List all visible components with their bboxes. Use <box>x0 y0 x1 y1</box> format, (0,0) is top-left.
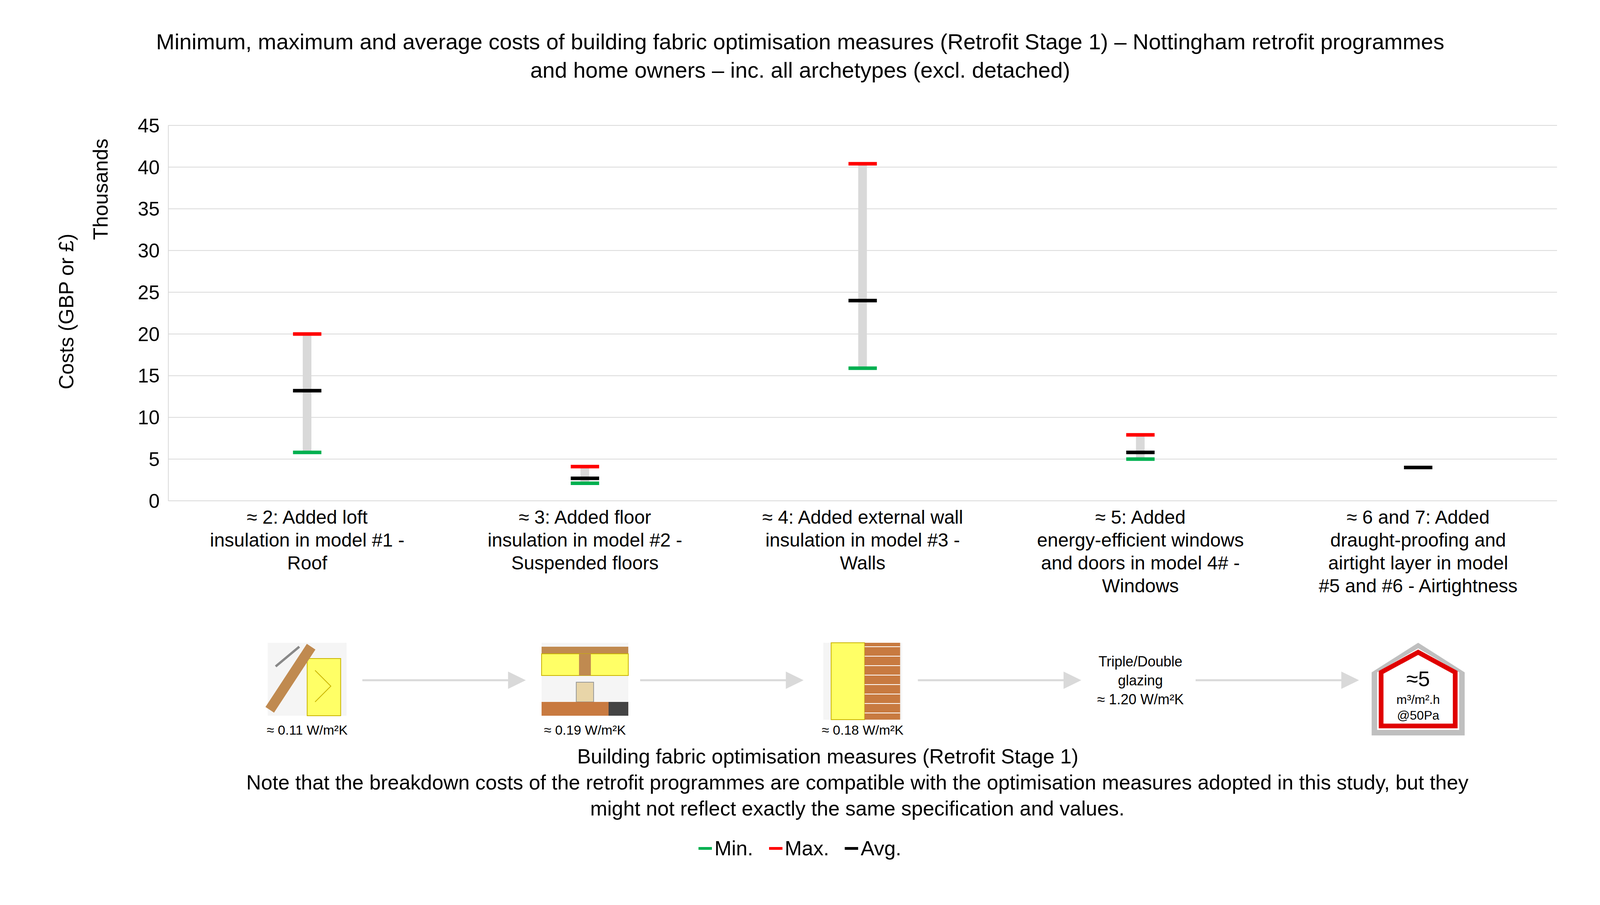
svg-text:10: 10 <box>137 406 160 429</box>
html-text:Note that the breakdown costs: Note that the breakdown costs of the ret… <box>246 770 1469 820</box>
svg-text:≈ 0.18 W/m²K: ≈ 0.18 W/m²K <box>821 722 904 738</box>
svg-text:≈ 2: Added loftinsulation in m: ≈ 2: Added loftinsulation in model #1 -R… <box>209 506 405 574</box>
svg-text:≈ 4: Added external wallinsula: ≈ 4: Added external wallinsulation in mo… <box>762 506 963 574</box>
svg-text:@50Pa: @50Pa <box>1396 707 1440 723</box>
svg-text:≈5: ≈5 <box>1406 666 1431 691</box>
html-text:Max.: Max. <box>784 836 830 860</box>
svg-text:5: 5 <box>148 448 160 471</box>
svg-text:≈ 3: Added floorinsulation in: ≈ 3: Added floorinsulation in model #2 -… <box>487 506 683 574</box>
svg-text:20: 20 <box>137 323 160 346</box>
html-text:Avg.: Avg. <box>860 836 902 860</box>
svg-text:40: 40 <box>137 156 160 179</box>
svg-text:≈ 5: Addedenergy-efficient win: ≈ 5: Addedenergy-efficient windowsand do… <box>1037 506 1245 597</box>
html-text:Building fabric optimisation m: Building fabric optimisation measures (R… <box>577 744 1079 768</box>
html-text:Thousands: Thousands <box>89 138 112 240</box>
svg-text:30: 30 <box>137 239 160 262</box>
svg-text:35: 35 <box>137 197 160 220</box>
svg-text:25: 25 <box>137 281 160 304</box>
html-text:Min.: Min. <box>714 836 754 860</box>
svg-text:≈ 0.11 W/m²K: ≈ 0.11 W/m²K <box>266 722 348 738</box>
html-text:Minimum, maximum and average c: Minimum, maximum and average costs of bu… <box>156 29 1445 83</box>
svg-text:0: 0 <box>148 489 160 513</box>
svg-text:≈ 0.19 W/m²K: ≈ 0.19 W/m²K <box>543 722 626 738</box>
svg-text:45: 45 <box>137 114 160 137</box>
svg-text:15: 15 <box>137 364 160 387</box>
html-text:Costs (GBP or £): Costs (GBP or £) <box>54 233 78 390</box>
svg-text:m³/m².h: m³/m².h <box>1396 692 1440 707</box>
svg-text:Triple/Doubleglazing≈ 1.20 W/m: Triple/Doubleglazing≈ 1.20 W/m²K <box>1097 653 1184 708</box>
svg-text:≈ 6 and 7: Addeddraught-proofi: ≈ 6 and 7: Addeddraught-proofing andairt… <box>1318 506 1518 597</box>
